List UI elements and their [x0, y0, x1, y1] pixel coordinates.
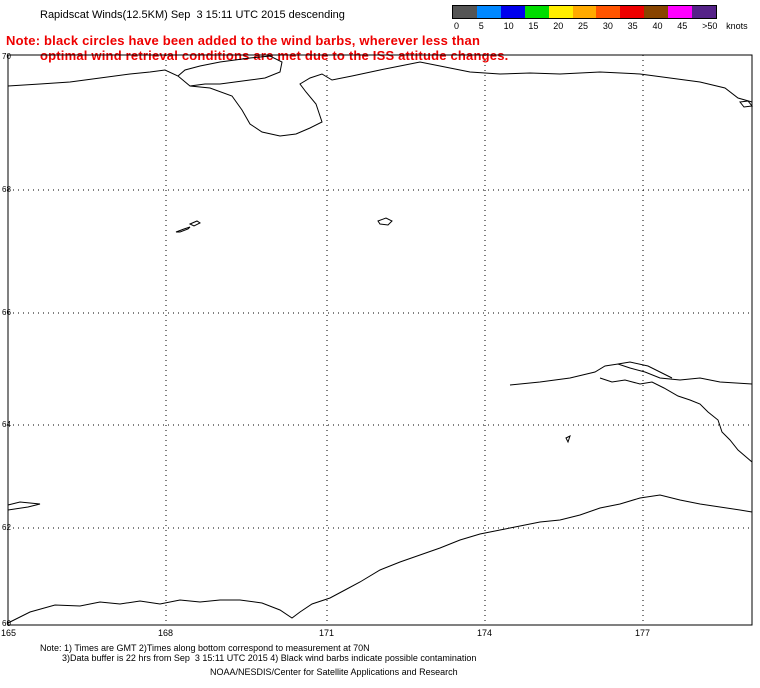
- coastlines: [7, 55, 753, 624]
- lat-label-66: 66: [2, 308, 11, 317]
- color-swatch-9: [668, 6, 693, 18]
- map-frame: [7, 54, 753, 626]
- island-small-3: [377, 217, 393, 226]
- scale-label: >50: [702, 21, 718, 31]
- color-swatch-1: [476, 6, 501, 18]
- scale-label: 5: [478, 21, 484, 31]
- island-small-5: [565, 435, 571, 444]
- scale-label: 0: [454, 21, 460, 31]
- color-scale-labels: 0 5 10 15 20 25 30 35 40 45 >50 knots: [452, 19, 748, 31]
- scale-label: 30: [602, 21, 613, 31]
- color-swatch-2: [500, 6, 525, 18]
- island-small-6: [739, 100, 753, 108]
- map-title: Rapidscat Winds(12.5KM) Sep 3 15:11 UTC …: [40, 9, 345, 21]
- color-swatch-0: [453, 6, 477, 18]
- coast-alaska-bay: [599, 377, 753, 463]
- note-line-1: Note: black circles have been added to t…: [6, 33, 481, 48]
- lon-label-168: 168: [158, 628, 174, 638]
- island-small-4: [7, 501, 41, 511]
- lon-label-165: 165: [1, 628, 17, 638]
- color-swatch-7: [620, 6, 645, 18]
- color-swatch-4: [548, 6, 573, 18]
- scale-label: 40: [652, 21, 663, 31]
- color-swatch-5: [572, 6, 597, 18]
- island-small-1: [175, 226, 191, 233]
- footer-note-1: Note: 1) Times are GMT 2)Times along bot…: [40, 643, 370, 653]
- scale-label: 35: [627, 21, 638, 31]
- lon-label-177: 177: [635, 628, 651, 638]
- scale-label: 20: [553, 21, 564, 31]
- color-swatch-6: [596, 6, 621, 18]
- lat-label-62: 62: [2, 523, 11, 532]
- coast-bay-inner: [177, 55, 283, 87]
- color-swatch-3: [524, 6, 549, 18]
- coast-alaska-inlet: [617, 361, 673, 379]
- color-scale-bar: [452, 5, 717, 19]
- island-small-2: [188, 220, 201, 227]
- color-swatch-8: [644, 6, 669, 18]
- lat-label-64: 64: [2, 420, 11, 429]
- footer-credit: NOAA/NESDIS/Center for Satellite Applica…: [210, 667, 458, 677]
- scale-label: 45: [677, 21, 688, 31]
- coast-yukon-delta: [7, 494, 753, 624]
- lat-label-60: 60: [2, 619, 11, 628]
- color-swatch-10: [692, 6, 716, 18]
- lon-label-174: 174: [477, 628, 493, 638]
- lat-label-68: 68: [2, 185, 11, 194]
- wind-speed-color-scale: 0 5 10 15 20 25 30 35 40 45 >50 knots: [452, 5, 748, 31]
- scale-label: 15: [528, 21, 539, 31]
- lon-label-171: 171: [319, 628, 335, 638]
- scale-unit-label: knots: [726, 21, 748, 31]
- coast-chukotka-north: [7, 61, 753, 137]
- coast-alaska-seward: [509, 363, 753, 386]
- footer-note-2: 3)Data buffer is 22 hrs from Sep 3 15:11…: [62, 653, 477, 663]
- scale-label: 25: [578, 21, 589, 31]
- scale-label: 10: [503, 21, 514, 31]
- lat-label-70: 70: [2, 52, 11, 61]
- graticule: [8, 55, 752, 625]
